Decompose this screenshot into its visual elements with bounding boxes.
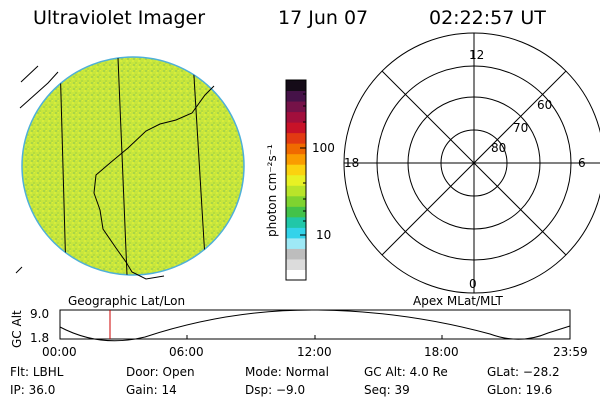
info-ip: IP: 36.0 (10, 383, 56, 397)
info-seq: Seq: 39 (364, 383, 410, 397)
color-bar-segment (286, 122, 306, 134)
coastline (93, 85, 215, 280)
strip-xtick: 18:00 (424, 345, 459, 359)
longitude-line (59, 59, 67, 275)
time-label: 02:22:57 UT (429, 7, 546, 29)
color-bar-segment (286, 132, 306, 144)
mlt-label-left: 18 (344, 156, 360, 170)
info-gc-alt: GC Alt: 4.0 Re (364, 365, 448, 379)
lat-label-60: 60 (537, 98, 553, 112)
date-label: 17 Jun 07 (278, 7, 369, 29)
earth-image (21, 56, 245, 276)
altitude-strip (59, 309, 571, 342)
color-bar-segment (286, 216, 306, 228)
color-bar-segment (286, 153, 306, 165)
color-bar-frame (285, 79, 307, 281)
info-dsp: Dsp: −9.0 (245, 383, 306, 397)
mlt-label-right: 6 (578, 156, 586, 170)
color-bar-segment (286, 90, 306, 102)
strip-xtick: 06:00 (169, 345, 204, 359)
polar-grid (343, 32, 600, 294)
colorbar-unit-label: photon cm⁻²s⁻¹ (265, 144, 279, 237)
coastline (19, 71, 59, 109)
geographic-caption: Geographic Lat/Lon (68, 294, 186, 308)
apex-caption: Apex MLat/MLT (413, 294, 503, 308)
color-bar-segment (286, 174, 306, 186)
color-bar-segment (286, 258, 306, 270)
strip-xtick: 00:00 (42, 345, 77, 359)
strip-ylabel: GC Alt (10, 310, 24, 348)
color-bar-segment (286, 248, 306, 260)
coastline (20, 65, 39, 83)
info-gain: Gain: 14 (126, 383, 177, 397)
color-bar-segment (286, 164, 306, 176)
mlt-label-bottom: 0 (469, 277, 477, 291)
colorbar-tick-10: 10 (316, 228, 332, 242)
info-glat: GLat: −28.2 (487, 365, 560, 379)
color-bar-segment (286, 185, 306, 197)
color-bar-segment (286, 206, 306, 218)
color-bar-segment (286, 80, 306, 92)
longitude-line (192, 59, 207, 275)
color-bar-segment (286, 195, 306, 207)
lat-label-70: 70 (513, 121, 529, 135)
strip-ytick-top: 9.0 (30, 307, 50, 321)
color-bar-segment (286, 111, 306, 123)
color-bar (285, 79, 307, 281)
strip-xtick: 12:00 (297, 345, 332, 359)
coastline (15, 266, 23, 274)
info-flt: Flt: LBHL (10, 365, 64, 379)
info-mode: Mode: Normal (245, 365, 329, 379)
app-title: Ultraviolet Imager (33, 7, 206, 29)
color-bar-segment (286, 237, 306, 249)
color-bar-segment (286, 101, 306, 113)
info-door: Door: Open (126, 365, 195, 379)
color-bar-ticks (300, 93, 306, 236)
info-glon: GLon: 19.6 (487, 383, 553, 397)
strip-xtick: 23:59 (553, 345, 588, 359)
longitude-line (117, 57, 128, 275)
lat-label-80: 80 (491, 141, 507, 155)
colorbar-tick-100: 100 (312, 141, 335, 155)
color-bar-segment (286, 227, 306, 239)
strip-ytick-bottom: 1.8 (30, 331, 50, 345)
color-bar-segment (286, 269, 306, 281)
color-bar-segment (286, 143, 306, 155)
mlt-label-top: 12 (469, 48, 485, 62)
